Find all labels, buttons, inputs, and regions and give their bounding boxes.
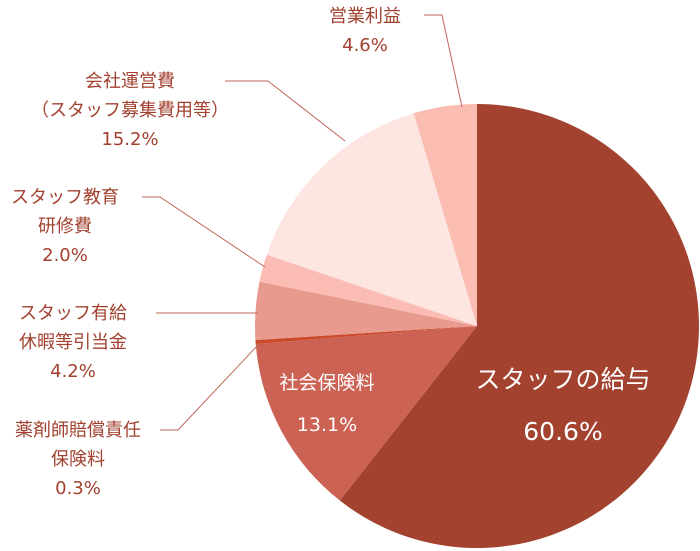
label-training-name-line1: スタッフ教育 xyxy=(11,187,119,208)
label-operating-profit-name: 営業利益 xyxy=(329,6,401,27)
leader-line-liability-insurance xyxy=(160,344,259,431)
label-paid-leave-name-line1: スタッフ有給 xyxy=(19,303,127,324)
pie-slices xyxy=(255,104,699,548)
leader-line-operating-profit xyxy=(424,14,463,108)
label-training-value: 2.0% xyxy=(42,245,88,266)
label-liability-insurance-name-line1: 薬剤師賠償責任 xyxy=(15,420,141,441)
label-operations-value: 15.2% xyxy=(101,129,159,150)
leader-line-operations xyxy=(225,80,346,142)
pie-slice-operating-profit xyxy=(413,104,477,326)
pie-slice-liability-insurance xyxy=(255,326,477,345)
pie-slice-training xyxy=(259,254,477,326)
leader-line-training xyxy=(142,196,266,268)
label-paid-leave-value: 4.2% xyxy=(50,361,96,382)
leader-lines xyxy=(142,14,463,431)
label-liability-insurance-value: 0.3% xyxy=(55,478,101,499)
label-social-insurance-value: 13.1% xyxy=(296,414,358,436)
label-operations-name-line1: 会社運営費 xyxy=(85,71,175,92)
label-training-name-line2: 研修費 xyxy=(38,216,92,237)
pie-slice-operations xyxy=(266,113,477,327)
label-salary: スタッフの給与 60.6% xyxy=(443,354,683,458)
label-training: スタッフ教育 研修費 2.0% xyxy=(0,183,130,270)
label-liability-insurance: 薬剤師賠償責任 保険料 0.3% xyxy=(0,416,156,503)
label-operating-profit: 営業利益 4.6% xyxy=(300,2,430,60)
label-salary-name: スタッフの給与 xyxy=(475,365,651,394)
label-operations-name-line2: （スタッフ募集費用等） xyxy=(31,100,229,121)
pie-slice-paid-leave xyxy=(255,281,477,340)
label-liability-insurance-name-line2: 保険料 xyxy=(51,449,105,470)
pie-slice-social-insurance xyxy=(255,326,477,501)
label-operating-profit-value: 4.6% xyxy=(342,35,388,56)
label-social-insurance: 社会保険料 13.1% xyxy=(262,362,392,446)
label-operations: 会社運営費 （スタッフ募集費用等） 15.2% xyxy=(20,67,240,154)
label-paid-leave: スタッフ有給 休暇等引当金 4.2% xyxy=(0,299,146,386)
pie-slice-salary xyxy=(339,104,699,548)
label-paid-leave-name-line2: 休暇等引当金 xyxy=(19,332,127,353)
label-social-insurance-name: 社会保険料 xyxy=(279,372,375,394)
label-salary-value: 60.6% xyxy=(523,417,603,446)
